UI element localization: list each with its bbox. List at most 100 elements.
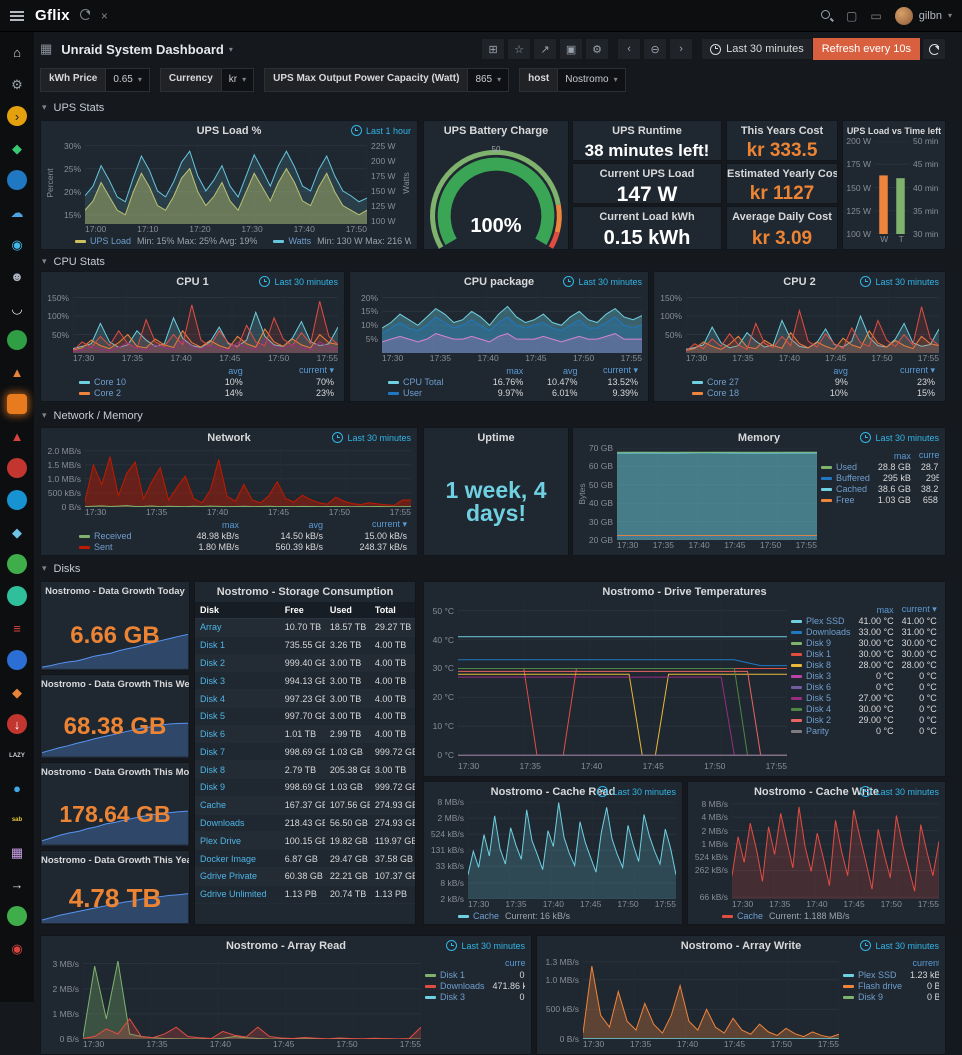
app-hand-icon[interactable]: ◆: [12, 524, 22, 540]
chart-legend[interactable]: Cache Current: 1.188 MB/s: [692, 911, 939, 921]
dashboard-settings-icon[interactable]: ⚙: [585, 38, 610, 60]
app-bowl-icon[interactable]: ◡: [11, 300, 23, 316]
legend-row[interactable]: Disk 8 28.00 °C 28.00 °C: [787, 659, 939, 670]
row-header-network-memory[interactable]: ▾ Network / Memory: [42, 409, 143, 422]
app-leaf-icon[interactable]: [7, 586, 27, 606]
save-icon[interactable]: ▣: [559, 38, 584, 60]
chart-legend[interactable]: max avg current ▾ Received 48.98 kB/s 14.50 k…: [45, 519, 411, 552]
app-droplet-icon[interactable]: ●: [13, 780, 21, 796]
chart-legend[interactable]: max avg current ▾ CPU Total 16.76% 10.47% 13.5…: [354, 365, 642, 398]
legend-row[interactable]: Downloads 33.00 °C 31.00 °C: [787, 626, 939, 637]
app-blue-box-icon[interactable]: [7, 650, 27, 670]
legend-sort-header[interactable]: max: [876, 604, 894, 615]
chart-legend[interactable]: avg current ▾ Core 27 9% 23% Core 18 10% 15%: [658, 365, 939, 398]
legend-row[interactable]: Disk 5 27.00 °C 0 °C: [787, 692, 939, 703]
zoom-out-icon[interactable]: ⊖: [643, 38, 668, 60]
chart-legend[interactable]: UPS Load Min: 15% Max: 25% Avg: 19% Watts M…: [45, 236, 411, 246]
column-header[interactable]: Total: [369, 602, 415, 619]
app-red-box-icon[interactable]: [7, 458, 27, 478]
chart-legend[interactable]: Cache Current: 16 kB/s: [428, 911, 676, 921]
panel-title[interactable]: Nostromo - Cache Write: [753, 786, 880, 798]
app-user-icon[interactable]: ☻: [10, 268, 24, 284]
legend-row[interactable]: Disk 1 30.00 °C 30.00 °C: [787, 648, 939, 659]
time-back-icon[interactable]: ‹: [617, 38, 642, 60]
panel-title[interactable]: Current Load kWh: [599, 211, 695, 223]
settings-icon[interactable]: ⚙: [11, 76, 23, 92]
panel-title[interactable]: Current UPS Load: [599, 168, 695, 180]
storage-table[interactable]: Disk Free Used Total Array 10.70 TB 18.57 TB 29…: [195, 602, 415, 924]
row-header-ups-stats[interactable]: ▾ UPS Stats: [42, 101, 105, 114]
legend-row[interactable]: Plex SSD 41.00 °C 41.00 °C: [787, 615, 939, 626]
time-range-picker[interactable]: Last 30 minutes: [701, 38, 813, 60]
app-green-diamond-icon[interactable]: ◆: [12, 140, 22, 156]
menu-icon[interactable]: [10, 10, 25, 22]
time-range-tag[interactable]: Last 30 minutes: [860, 940, 939, 951]
app-green-spiral-icon[interactable]: [7, 330, 27, 350]
legend-sort-header[interactable]: current ▾: [371, 519, 407, 529]
close-icon[interactable]: ×: [100, 8, 108, 23]
time-range-tag[interactable]: Last 30 minutes: [332, 432, 411, 443]
legend-sort-header[interactable]: current ▾: [298, 365, 334, 375]
cpu1-chart[interactable]: 150% 100% 50% 17:30 17:35 17:40 17:45 17:50 17:5…: [47, 292, 338, 363]
panel-title[interactable]: Nostromo - Array Write: [680, 940, 802, 952]
chart-legend[interactable]: max current ▾ Plex SSD 41.00 °C 41.00 °C Down…: [787, 602, 939, 773]
panel-title[interactable]: Uptime: [477, 432, 515, 444]
panel-title[interactable]: UPS Runtime: [612, 125, 682, 137]
variable-value-dropdown[interactable]: kr ▾: [221, 68, 255, 92]
apps-grid-icon[interactable]: ▦: [40, 41, 53, 56]
column-header[interactable]: Free: [279, 602, 325, 619]
legend-row[interactable]: Core 10 10% 70%: [75, 376, 338, 387]
panel-title[interactable]: CPU package: [463, 276, 535, 288]
app-green-circle-icon[interactable]: [7, 554, 27, 574]
legend-sort-header[interactable]: avg: [562, 365, 578, 376]
fullscreen-icon[interactable]: ▢: [846, 8, 858, 23]
dashboard-title[interactable]: Unraid System Dashboard: [61, 41, 224, 57]
legend-row[interactable]: Disk 9 30.00 °C 30.00 °C: [787, 637, 939, 648]
user-menu[interactable]: gilbn ▾: [894, 6, 952, 25]
legend-row[interactable]: Disk 10 B/s: [421, 969, 525, 980]
app-eye-icon[interactable]: [7, 490, 27, 510]
app-blue-globe-icon[interactable]: [7, 170, 27, 190]
ups-load-time-bars-chart[interactable]: 200 W 175 W 150 W 125 W 100 W 50 min 45 min 40 …: [846, 136, 939, 244]
legend-row[interactable]: Disk 4 30.00 °C 0 °C: [787, 703, 939, 714]
panel-title[interactable]: Estimated Yearly Cost: [727, 168, 837, 180]
panel-title[interactable]: Nostromo - Storage Consumption: [216, 586, 394, 598]
panel-title[interactable]: This Years Cost: [740, 125, 824, 137]
app-target-icon[interactable]: ◉: [11, 940, 23, 956]
refresh-interval-button[interactable]: Refresh every 10s: [812, 38, 920, 60]
network-chart[interactable]: 2.0 MB/s 1.5 MB/s 1.0 MB/s 500 kB/s 0 B/s 17:…: [47, 445, 411, 517]
panel-title[interactable]: Nostromo - Data Growth Today: [45, 586, 185, 597]
time-range-tag[interactable]: Last 30 minutes: [860, 276, 939, 287]
time-range-tag[interactable]: Last 30 minutes: [259, 276, 338, 287]
legend-row[interactable]: Core 2 14% 23%: [75, 387, 338, 398]
variable-value-dropdown[interactable]: 865 ▾: [468, 68, 510, 92]
time-range-tag[interactable]: Last 30 minutes: [563, 276, 642, 287]
time-range-tag[interactable]: Last 30 minutes: [597, 786, 676, 797]
legend-row[interactable]: Received 48.98 kB/s 14.50 kB/s 15.00 kB/s: [75, 530, 411, 541]
panel-title[interactable]: UPS Battery Charge: [443, 125, 549, 137]
time-forward-icon[interactable]: ›: [669, 38, 694, 60]
app-sab-icon[interactable]: sab: [11, 817, 23, 823]
legend-sort-header[interactable]: avg: [833, 365, 848, 376]
array-read-chart[interactable]: 3 MB/s 2 MB/s 1 MB/s 0 B/s 17:30 17:35 17:40 17…: [52, 958, 421, 1049]
legend-row[interactable]: Disk 2 29.00 °C 0 °C: [787, 714, 939, 725]
time-range-tag[interactable]: Last 1 hour: [350, 125, 411, 136]
panel-title[interactable]: UPS Load vs Time left: [846, 126, 942, 136]
legend-sort-header[interactable]: current ▾: [899, 365, 935, 375]
app-search-icon[interactable]: ◉: [11, 236, 23, 252]
home-icon[interactable]: ⌂: [13, 44, 21, 60]
app-lazy-icon[interactable]: LAZY: [9, 753, 25, 759]
legend-sort-header[interactable]: max: [221, 519, 239, 530]
app-exit-icon[interactable]: →: [10, 876, 24, 892]
legend-sort-header[interactable]: current ▾: [912, 958, 939, 968]
app-cloud-icon[interactable]: ☁: [10, 204, 24, 220]
cache-read-chart[interactable]: 8 MB/s 2 MB/s 524 kB/s 131 kB/s 33 kB/s 8 kB/…: [430, 797, 676, 909]
